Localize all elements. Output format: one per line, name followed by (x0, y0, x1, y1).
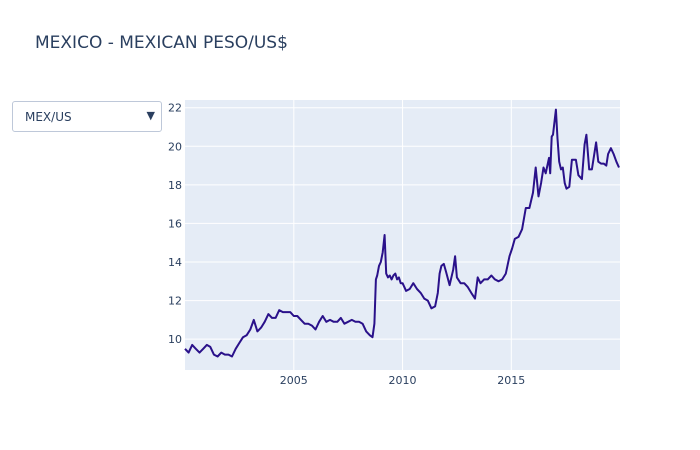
y-tick-label: 14 (168, 256, 182, 269)
x-tick-label: 2010 (389, 374, 417, 387)
y-tick-label: 16 (168, 217, 182, 230)
page-title: MEXICO - MEXICAN PESO/US$ (35, 33, 288, 53)
series-line (184, 108, 620, 358)
x-tick-label: 2015 (497, 374, 525, 387)
dropdown-selected-label: MEX/US (25, 110, 72, 124)
y-tick-label: 18 (168, 179, 182, 192)
y-tick-label: 20 (168, 140, 182, 153)
y-tick-label: 12 (168, 295, 182, 308)
y-tick-label: 10 (168, 333, 182, 346)
x-gridlines (293, 100, 512, 370)
y-tick-label: 22 (168, 102, 182, 115)
y-axis: 10 12 14 16 18 20 22 (168, 102, 182, 346)
x-axis: 2005 2010 2015 (280, 374, 526, 387)
triangle-down-icon: ▼ (146, 109, 155, 122)
currency-dropdown[interactable]: MEX/US ▼ (12, 101, 162, 132)
x-tick-label: 2005 (280, 374, 308, 387)
y-gridlines (185, 107, 620, 340)
